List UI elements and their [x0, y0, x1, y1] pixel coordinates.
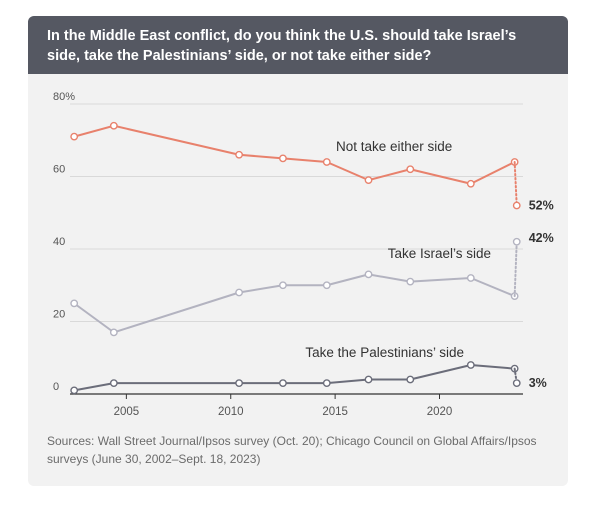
series-3-point-1: [70, 386, 79, 395]
series-1-latest-connector: [513, 161, 518, 207]
x-tick-label-2015: 2015: [322, 406, 348, 418]
series-2-point-8: [466, 274, 475, 282]
series-3-point-7: [406, 375, 415, 384]
series-2-name-label: Take Israel’s side: [388, 246, 491, 261]
chart-title: In the Middle East conflict, do you thin…: [47, 28, 517, 64]
series-3-point-3: [235, 379, 243, 388]
y-tick-label-60: 60: [53, 164, 65, 176]
series-2-latest-connector: [513, 240, 518, 298]
series-3-line: [73, 364, 515, 392]
series-2-latest-label: 42%: [529, 231, 554, 245]
series-3-point-2: [109, 379, 118, 388]
series-1-point-1: [70, 132, 79, 141]
series-1-point-2: [109, 121, 118, 130]
label-layer: 52% Not take either side 42% Take Israel’s …: [305, 139, 553, 390]
series-1-point-7: [406, 165, 415, 174]
y-tick-label-40: 40: [53, 236, 65, 248]
series-1-line: [73, 124, 516, 185]
series-1-name-label: Not take either side: [336, 139, 452, 154]
series-3-point-4: [279, 379, 287, 388]
line-chart: 0 20 40 60 80% 2005 2010 2015 2020 52% Not take e…: [53, 91, 554, 418]
series-1-point-6: [364, 176, 373, 185]
grid-layer: [70, 103, 523, 395]
series-1-point-3: [235, 150, 243, 159]
series-1-latest-label: 52%: [529, 199, 554, 213]
chart-card: In the Middle East conflict, do you thin…: [28, 16, 568, 486]
y-tick-label-80: 80%: [53, 91, 75, 103]
series-2-line: [73, 273, 516, 334]
source-note: Sources: Wall Street Journal/Ipsos surve…: [47, 434, 537, 466]
y-tick-label-20: 20: [53, 309, 65, 321]
series-2-point-2: [109, 328, 118, 337]
series-2-latest-point: [512, 237, 521, 246]
x-tick-label-2005: 2005: [114, 406, 140, 418]
series-3-point-5: [322, 379, 331, 388]
axis-layer: 0 20 40 60 80% 2005 2010 2015 2020: [53, 91, 452, 418]
series-3-name-label: Take the Palestinians’ side: [305, 345, 464, 360]
chart-header: In the Middle East conflict, do you thin…: [28, 16, 568, 74]
x-tick-label-2020: 2020: [427, 406, 453, 418]
series-layer: [70, 121, 521, 395]
series-2-point-4: [279, 281, 287, 290]
series-3-latest-point: [512, 379, 521, 388]
series-1-point-4: [279, 154, 287, 163]
series-3-point-8: [466, 361, 475, 369]
series-2-point-7: [406, 277, 415, 286]
series-2-point-6: [364, 270, 373, 279]
series-3-point-6: [364, 375, 373, 384]
series-1-point-5: [322, 158, 331, 166]
series-2-point-3: [235, 288, 243, 297]
series-2-point-1: [70, 299, 79, 308]
series-1-latest-point: [512, 201, 521, 210]
series-1-point-8: [466, 179, 475, 188]
x-tick-label-2010: 2010: [218, 406, 244, 418]
y-tick-label-0: 0: [53, 381, 59, 393]
series-3-latest-label: 3%: [529, 376, 547, 390]
series-2-point-5: [322, 281, 331, 290]
